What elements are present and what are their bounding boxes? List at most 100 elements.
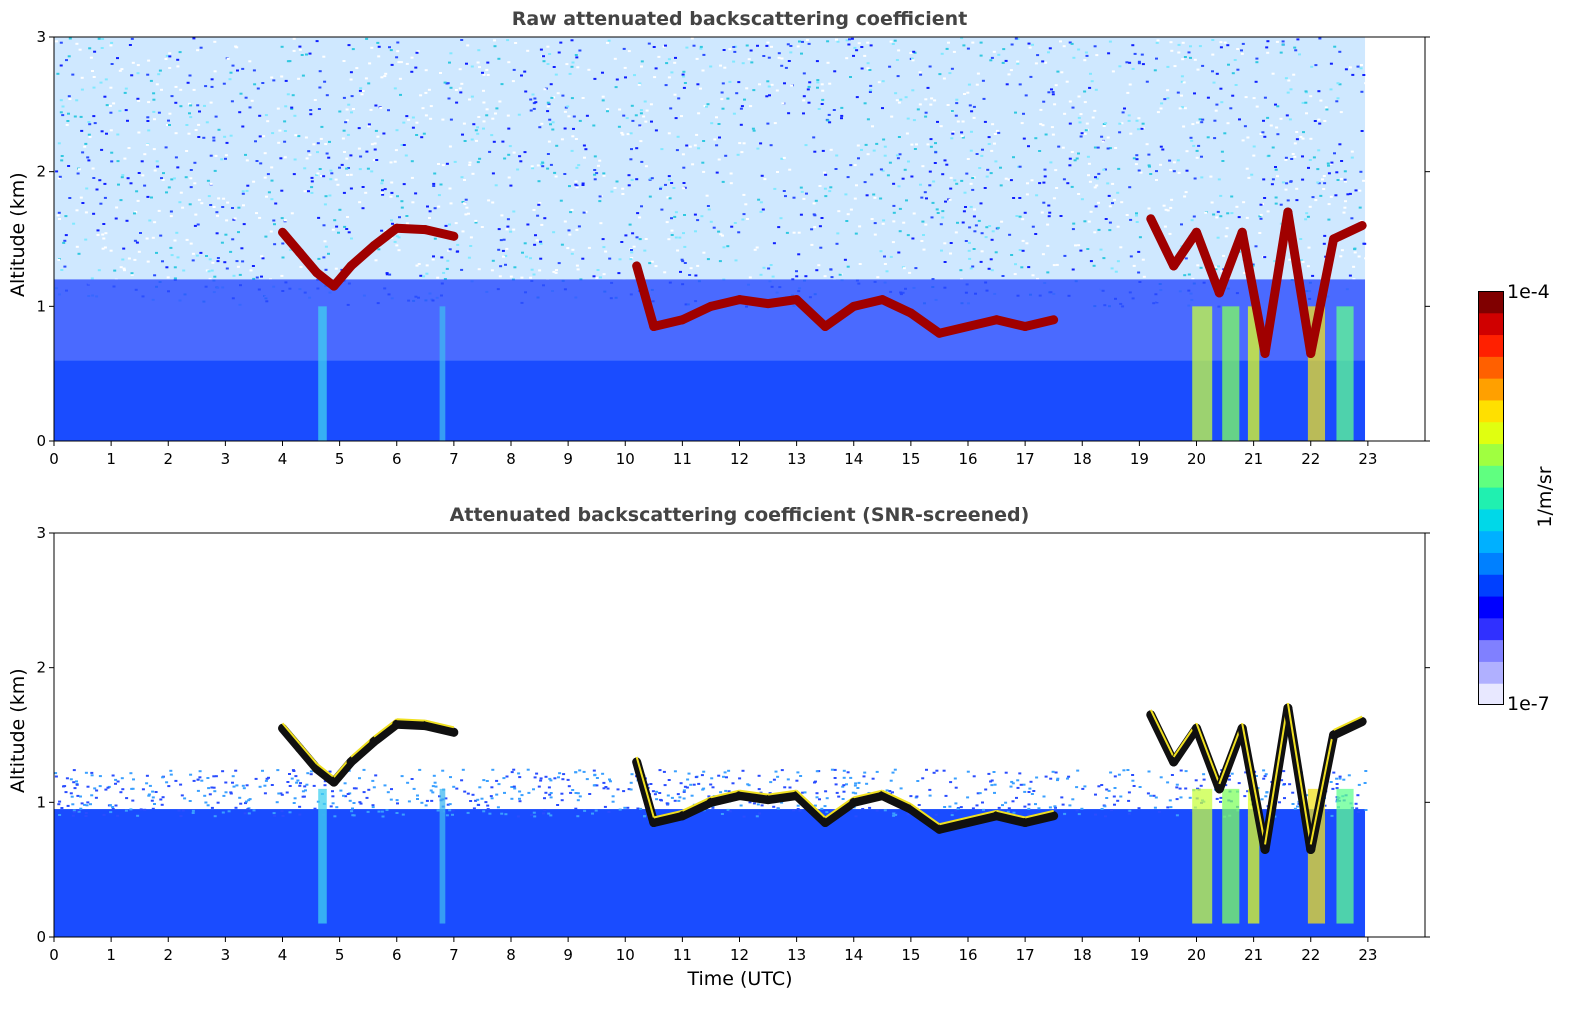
colorbar-min-label: 1e-7 — [1507, 693, 1550, 715]
colorbar — [1478, 291, 1504, 705]
colorbar-step — [1479, 508, 1503, 532]
x-tick-label: 8 — [506, 946, 516, 964]
x-tick-label: 9 — [563, 946, 573, 964]
cloud-segment — [1260, 207, 1293, 358]
y-tick-label: 1 — [36, 793, 46, 811]
x-tick-label: 4 — [278, 946, 288, 964]
colorbar-step — [1479, 399, 1503, 423]
colorbar-step — [1479, 552, 1503, 575]
aerosol-plume — [318, 306, 327, 441]
colorbar-step — [1479, 617, 1503, 641]
x-tick-label: 12 — [730, 946, 749, 964]
colorbar-frame — [1478, 291, 1504, 705]
x-tick-label: 19 — [1130, 946, 1149, 964]
cloud-segment — [295, 743, 322, 774]
y-tick-label: 3 — [36, 524, 46, 542]
cloud-segment — [1020, 315, 1059, 332]
x-tick-label: 2 — [163, 450, 173, 468]
edge-speckle — [54, 768, 1368, 818]
cloud-segment — [877, 295, 916, 318]
x-tick-label: 22 — [1301, 946, 1320, 964]
noise-region — [54, 37, 1366, 280]
cloud-segment — [820, 301, 859, 332]
cloud-segment — [1020, 811, 1059, 828]
cloud-segment — [369, 223, 402, 251]
colorbar-step — [1479, 639, 1503, 662]
colorbar-step — [1479, 683, 1503, 705]
x-tick-label: 15 — [901, 946, 920, 964]
bottom-chart-title: Attenuated backscattering coefficient (S… — [449, 504, 1030, 526]
cloud-segment — [792, 791, 830, 828]
cloud-segment — [649, 315, 687, 332]
x-tick-label: 4 — [278, 450, 288, 468]
transition-region — [54, 279, 1366, 361]
x-tick-label: 3 — [221, 450, 231, 468]
cloud-segment — [1169, 723, 1201, 767]
cloud-segment — [934, 315, 1002, 338]
y-tick-label: 3 — [36, 28, 46, 46]
colorbar-step — [1479, 596, 1503, 619]
aerosol-plume — [318, 788, 327, 924]
colorbar-unit-label: 1/m/sr — [1534, 466, 1556, 528]
x-tick-label: 18 — [1073, 946, 1092, 964]
cloud-segment — [1329, 221, 1367, 244]
aerosol-plume — [1192, 306, 1213, 441]
cloud-segment — [706, 295, 744, 311]
x-tick-label: 14 — [844, 450, 863, 468]
x-tick-label: 6 — [392, 450, 402, 468]
cloud-segment — [312, 268, 339, 291]
aerosol-plume — [1307, 788, 1326, 924]
x-tick-label: 8 — [506, 450, 516, 468]
cloud-segment — [1283, 207, 1316, 358]
x-tick-label: 13 — [787, 946, 806, 964]
cloud-segment — [1329, 717, 1367, 740]
x-tick-label: 11 — [673, 946, 692, 964]
x-tick-label: 0 — [49, 450, 59, 468]
x-tick-label: 15 — [901, 450, 920, 468]
colorbar-step — [1479, 334, 1503, 357]
heatmap-panel-0 — [54, 37, 1368, 441]
top-y-axis-label: Altitude (km) — [7, 172, 29, 297]
cloud-segment — [849, 791, 887, 807]
boundary-layer — [54, 809, 1366, 937]
cloud-segment — [1214, 227, 1247, 298]
x-tick-label: 7 — [449, 450, 459, 468]
cloud-segment — [278, 723, 305, 753]
cloud-segment — [906, 308, 944, 338]
cloud-segment — [420, 225, 459, 241]
cloud-segment — [1306, 234, 1339, 358]
cloud-segment — [1306, 730, 1339, 854]
y-tick-label: 0 — [36, 928, 46, 946]
cloud-segment — [735, 791, 773, 805]
cloud-segment — [1237, 723, 1270, 854]
y-tick-label: 2 — [36, 659, 46, 677]
cloud-segment — [329, 757, 356, 787]
x-tick-label: 18 — [1073, 450, 1092, 468]
cloud-segment — [1192, 723, 1224, 794]
y-tick-label: 0 — [36, 432, 46, 450]
x-tick-label: 21 — [1244, 946, 1263, 964]
cloud-segment — [1169, 227, 1201, 271]
x-tick-label: 16 — [958, 450, 977, 468]
cloud-segment — [763, 791, 802, 805]
x-tick-label: 14 — [844, 946, 863, 964]
cloud-segment — [1146, 214, 1179, 271]
aerosol-plume — [1307, 306, 1326, 441]
heatmap-panel-1 — [54, 702, 1368, 937]
aerosol-plume — [439, 306, 446, 441]
bottom-x-axis-label: Time (UTC) — [687, 968, 793, 990]
x-tick-label: 10 — [616, 450, 635, 468]
colorbar-step — [1479, 291, 1503, 314]
cloud-segment — [1237, 227, 1270, 358]
aerosol-plume — [439, 788, 446, 924]
cloud-segment — [1260, 703, 1293, 854]
top-chart-title: Raw attenuated backscattering coefficien… — [511, 8, 968, 30]
cloud-segment — [1214, 723, 1247, 794]
cloud-segment — [632, 757, 659, 828]
cloud-segment — [992, 811, 1030, 828]
x-tick-label: 1 — [106, 450, 116, 468]
cloud-segment — [329, 261, 356, 291]
x-tick-label: 12 — [730, 450, 749, 468]
x-tick-label: 22 — [1301, 450, 1320, 468]
cloud-segment — [649, 811, 687, 828]
